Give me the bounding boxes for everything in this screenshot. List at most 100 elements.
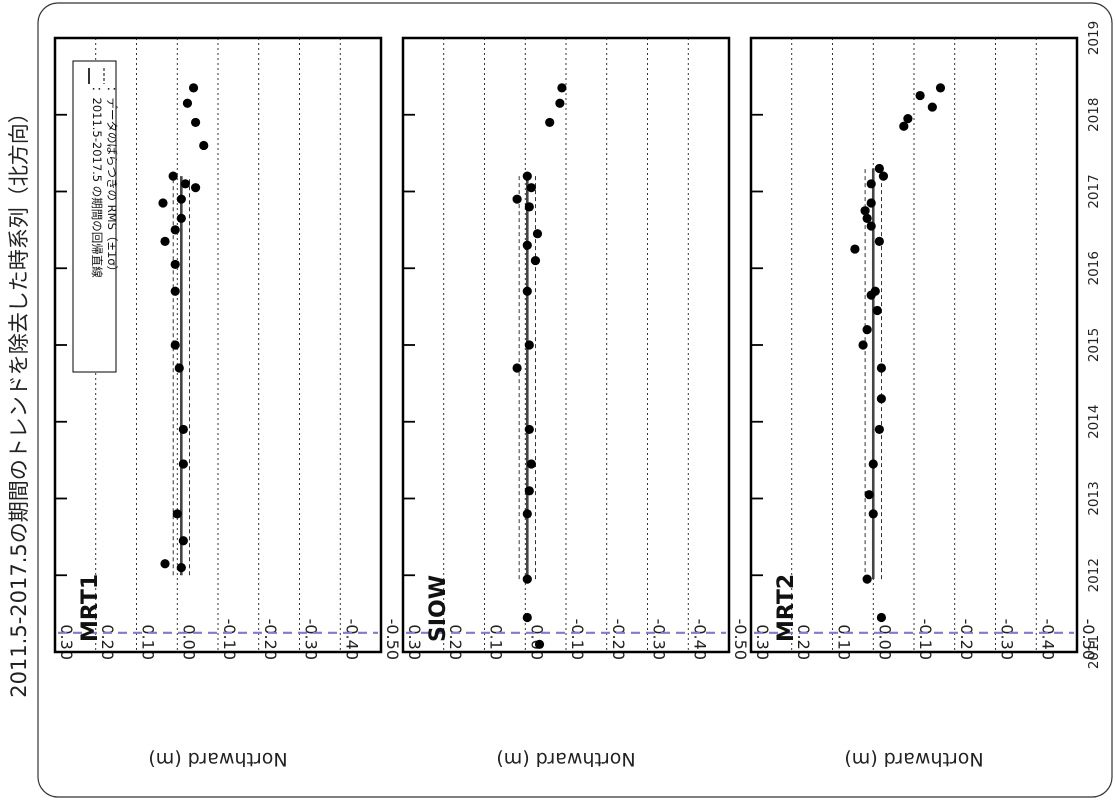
data-point — [866, 198, 876, 208]
value-tick-label: 0.00 — [179, 624, 198, 660]
value-tick-label: -0.40 — [1038, 619, 1057, 660]
data-point — [190, 117, 201, 128]
value-tick-label: 0.30 — [57, 624, 76, 660]
value-tick-label: -0.10 — [220, 619, 239, 660]
value-tick-label: 0.10 — [139, 624, 158, 660]
data-point — [512, 194, 522, 204]
data-point — [522, 286, 532, 296]
data-point — [868, 509, 878, 519]
data-point — [170, 225, 180, 235]
data-point — [876, 363, 887, 373]
data-point — [860, 206, 870, 216]
value-tick-label: 0.30 — [405, 624, 424, 660]
data-point — [532, 229, 543, 239]
data-point — [160, 236, 170, 246]
data-point — [522, 612, 532, 623]
panel-border — [401, 36, 731, 654]
data-point — [190, 183, 201, 193]
data-point — [174, 363, 184, 373]
year-axis: 2011 2012 2013 2014 2015 2016 2017 2018 2019 — [1086, 21, 1102, 669]
panel-siow: 0.300.200.100.00-0.10-0.20-0.30-0.40-0.5… — [401, 36, 750, 770]
data-point — [180, 179, 190, 189]
panel-border — [749, 36, 1079, 654]
data-point — [199, 140, 209, 151]
plot-root: 0.30 0.20 0.10 0.00 -0.10 -0.20 -0.30 -0.40 -0.5… — [53, 21, 1102, 770]
data-point — [915, 90, 925, 101]
year-tick-label: 2018 — [1086, 98, 1102, 132]
data-point — [545, 117, 555, 128]
data-point — [935, 83, 946, 93]
year-tick-label: 2012 — [1086, 558, 1102, 592]
data-point — [158, 198, 168, 208]
year-tick-label: 2015 — [1086, 328, 1102, 362]
data-point — [530, 255, 541, 266]
data-point — [526, 183, 536, 193]
station-label: MRT1 — [78, 574, 103, 642]
data-point — [899, 121, 909, 131]
data-point — [876, 612, 887, 623]
data-point — [522, 240, 532, 250]
value-tick-label: -0.30 — [650, 619, 669, 660]
data-point — [876, 394, 887, 404]
figure-title: 2011.5-2017.5の期間のトレンドを除去した時系列（北方向） — [7, 102, 31, 698]
data-point — [524, 340, 534, 350]
data-point — [858, 340, 868, 350]
value-tick-label: -0.40 — [342, 619, 361, 660]
data-point — [872, 305, 882, 316]
data-point — [862, 213, 872, 223]
year-tick-label: 2011 — [1086, 635, 1102, 669]
value-tick-label: 0.00 — [875, 624, 894, 660]
data-point — [862, 574, 872, 584]
data-point — [874, 424, 884, 435]
data-point — [850, 244, 860, 254]
legend-box — [72, 60, 117, 373]
data-point — [524, 486, 534, 496]
data-point — [176, 562, 186, 573]
value-tick-label: -0.30 — [302, 619, 321, 660]
data-point — [176, 194, 186, 204]
value-axis-title: Northward (m) — [496, 748, 635, 770]
data-point — [178, 459, 188, 469]
value-tick-label: -0.20 — [957, 619, 976, 660]
value-tick-label: -0.50 — [731, 619, 750, 660]
data-point — [874, 236, 884, 246]
data-point — [903, 113, 913, 124]
value-tick-label: 0.10 — [835, 624, 854, 660]
data-point — [188, 83, 199, 93]
year-tick-label: 2014 — [1086, 405, 1102, 439]
year-tick-label: 2019 — [1086, 21, 1102, 55]
data-point — [927, 102, 937, 112]
data-point — [868, 459, 878, 469]
data-point — [878, 171, 889, 181]
station-label: MRT2 — [774, 574, 799, 642]
station-label: SIOW — [426, 575, 451, 642]
value-tick-label: -0.10 — [916, 619, 935, 660]
data-point — [522, 509, 532, 519]
data-point — [524, 202, 534, 212]
data-point — [864, 490, 874, 500]
year-tick-label: 2017 — [1086, 174, 1102, 208]
data-point — [874, 163, 884, 174]
value-axis-title: Northward (m) — [844, 748, 983, 770]
data-point — [862, 325, 872, 335]
data-point — [526, 459, 536, 469]
data-point — [160, 559, 170, 569]
panel-mrt2: 0.30 0.20 0.10 0.00 -0.10 -0.20 -0.30 -0.40 -0.5… — [749, 36, 1098, 770]
data-point — [172, 509, 182, 519]
year-tick-label: 2013 — [1086, 481, 1102, 515]
data-point — [557, 83, 567, 93]
data-point — [182, 98, 193, 108]
data-point — [555, 98, 565, 108]
data-point — [524, 424, 534, 435]
data-point — [170, 340, 180, 350]
value-axis-title: Northward (m) — [148, 748, 287, 770]
value-tick-label: -0.30 — [998, 619, 1017, 660]
data-point — [178, 536, 188, 546]
value-tick-label: -0.50 — [1079, 619, 1098, 660]
value-tick-label: 0.30 — [753, 624, 772, 660]
data-point — [534, 639, 545, 649]
data-point — [866, 179, 876, 189]
data-point — [522, 574, 532, 584]
legend-rms-label: ：データのばらつきの RMS（±1σ） — [105, 86, 119, 277]
